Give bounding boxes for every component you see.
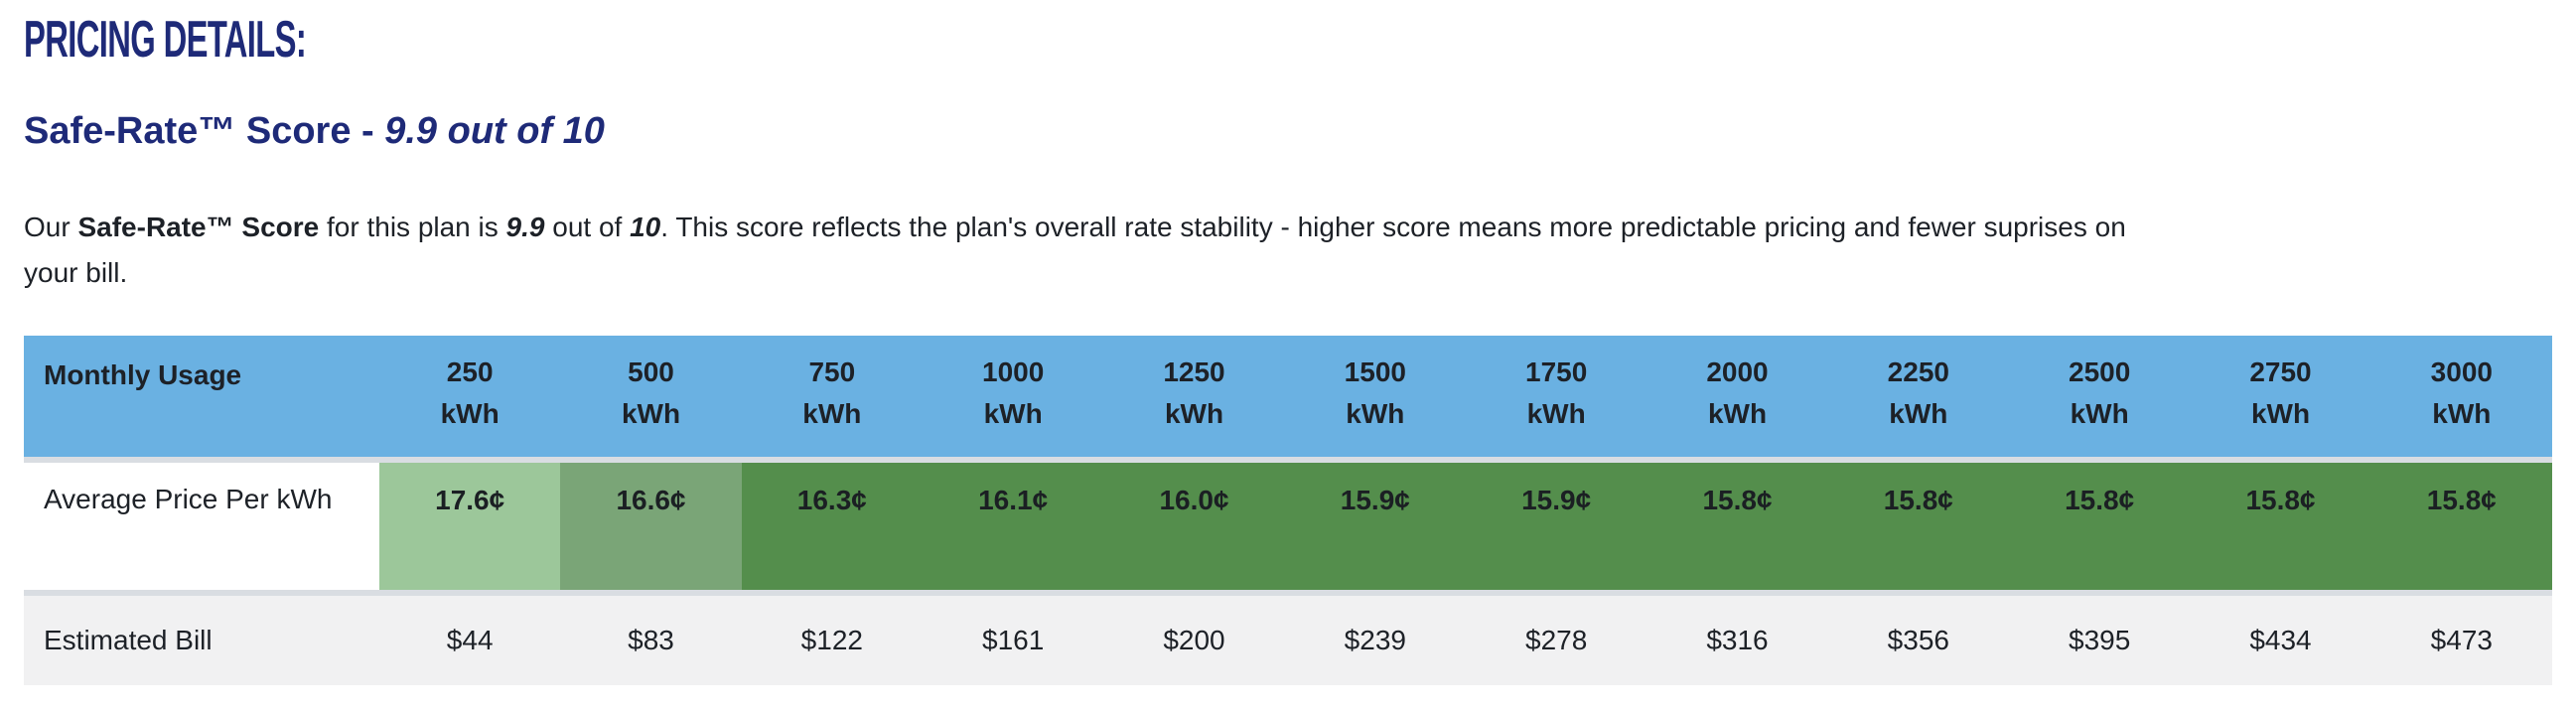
score-description: Our Safe-Rate™ Score for this plan is 9.…	[24, 205, 2552, 296]
pricing-details-section: PRICING DETAILS: Safe-Rate™ Score - 9.9 …	[24, 14, 2552, 685]
pricing-table: Monthly Usage 250 kWh 500 kWh 750 kWh 1000 kWh 1…	[24, 336, 2552, 685]
avg-price-cell: 15.8¢	[1646, 463, 1828, 590]
estimated-bill-cell: $356	[1887, 625, 1949, 655]
avg-price-cell: 16.0¢	[1103, 463, 1285, 590]
price-row-label: Average Price Per kWh	[24, 463, 379, 590]
usage-column-header: 1750 kWh	[1525, 356, 1588, 429]
row-divider	[24, 457, 2552, 463]
avg-price-cell: 15.8¢	[2190, 463, 2371, 590]
estimated-bill-cell: $395	[2069, 625, 2131, 655]
desc-text: . This score reflects the plan's overall…	[660, 212, 2126, 242]
estimated-bill-cell: $161	[982, 625, 1045, 655]
estimated-bill-cell: $83	[628, 625, 674, 655]
usage-column-header: 250 kWh	[440, 356, 500, 429]
estimated-bill-cell: $200	[1163, 625, 1225, 655]
bill-row-label: Estimated Bill	[44, 625, 213, 655]
desc-brand: Safe-Rate™ Score	[77, 212, 320, 242]
usage-column-header: 2250 kWh	[1887, 356, 1949, 429]
section-title: PRICING DETAILS:	[24, 14, 2552, 66]
usage-column-header: 1000 kWh	[982, 356, 1045, 429]
avg-price-cell: 16.6¢	[560, 463, 742, 590]
usage-column-header: 1500 kWh	[1344, 356, 1406, 429]
usage-header-row: Monthly Usage 250 kWh 500 kWh 750 kWh 1000 kWh 1…	[24, 336, 2552, 457]
avg-price-cell: 15.9¢	[1284, 463, 1466, 590]
estimated-bill-cell: $278	[1525, 625, 1588, 655]
usage-column-header: 2750 kWh	[2249, 356, 2312, 429]
price-row: Average Price Per kWh 17.6¢ 16.6¢ 16.3¢ 16.…	[24, 463, 2552, 590]
desc-text: your bill.	[24, 257, 128, 288]
section-title-text: PRICING DETAILS:	[24, 11, 307, 69]
estimated-bill-cell: $434	[2249, 625, 2312, 655]
estimated-bill-cell: $239	[1344, 625, 1406, 655]
estimated-bill-cell: $44	[446, 625, 494, 655]
safe-rate-heading-score: 9.9 out of 10	[384, 110, 605, 152]
safe-rate-heading: Safe-Rate™ Score - 9.9 out of 10	[24, 109, 2552, 153]
desc-text: Our	[24, 212, 78, 242]
usage-column-header: 3000 kWh	[2430, 356, 2493, 429]
avg-price-cell: 15.8¢	[2370, 463, 2552, 590]
avg-price-cell: 15.8¢	[2008, 463, 2191, 590]
estimated-bill-cell: $316	[1706, 625, 1769, 655]
usage-column-header: 500 kWh	[621, 356, 681, 429]
usage-header-label: Monthly Usage	[44, 359, 242, 390]
avg-price-cell: 16.1¢	[922, 463, 1104, 590]
safe-rate-heading-prefix: Safe-Rate™ Score -	[24, 110, 385, 152]
desc-total: 10	[630, 212, 661, 242]
row-divider	[24, 590, 2552, 596]
desc-score: 9.9	[505, 212, 545, 242]
avg-price-cell: 16.3¢	[741, 463, 923, 590]
avg-price-cell: 15.8¢	[1827, 463, 2009, 590]
bill-row: Estimated Bill $44 $83 $122 $161 $200 $239 $27…	[24, 596, 2552, 685]
usage-column-header: 2000 kWh	[1706, 356, 1769, 429]
avg-price-cell: 17.6¢	[379, 463, 561, 590]
usage-column-header: 2500 kWh	[2069, 356, 2131, 429]
desc-text: out of	[544, 212, 631, 242]
estimated-bill-cell: $122	[800, 625, 863, 655]
avg-price-cell: 15.9¢	[1465, 463, 1647, 590]
desc-text: for this plan is	[319, 212, 506, 242]
usage-column-header: 1250 kWh	[1163, 356, 1225, 429]
usage-column-header: 750 kWh	[802, 356, 862, 429]
estimated-bill-cell: $473	[2430, 625, 2493, 655]
